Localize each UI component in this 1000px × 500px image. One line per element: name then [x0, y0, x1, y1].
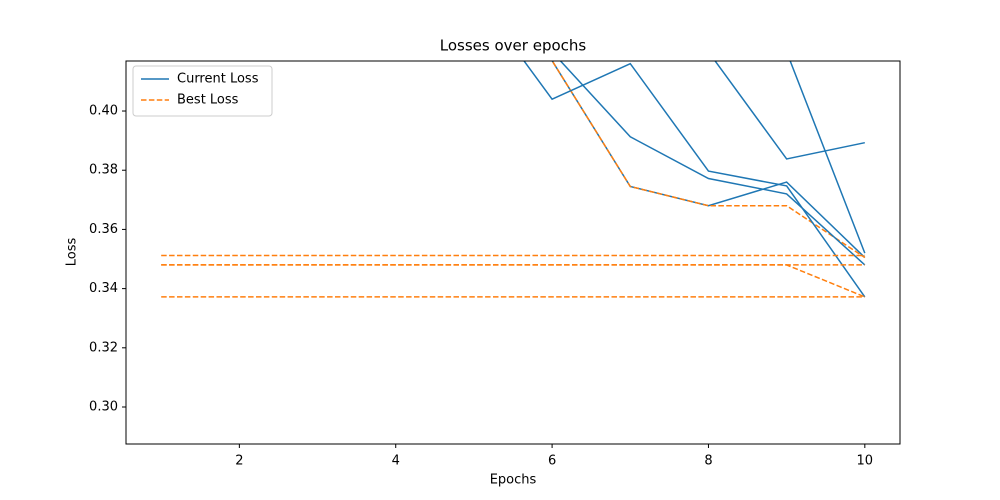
y-tick-label: 0.34: [89, 281, 118, 296]
y-tick-label: 0.30: [89, 400, 118, 415]
x-axis-label: Epochs: [490, 473, 537, 488]
x-tick-label: 8: [704, 454, 712, 469]
y-tick-label: 0.38: [89, 163, 118, 178]
current-loss-line: [714, 61, 865, 160]
y-tick-label: 0.32: [89, 340, 118, 355]
legend-label: Best Loss: [177, 93, 239, 108]
x-tick-label: 4: [392, 454, 400, 469]
y-axis-label: Loss: [65, 238, 80, 267]
current-loss-line: [551, 61, 866, 259]
y-tick-label: 0.36: [89, 222, 118, 237]
x-tick-label: 10: [857, 454, 874, 469]
current-loss-line: [523, 61, 866, 298]
current-loss-line: [559, 61, 866, 266]
plot-lines: [161, 61, 866, 298]
y-tick-label: 0.40: [89, 104, 118, 119]
x-tick-label: 2: [235, 454, 243, 469]
plot-frame: [125, 60, 901, 445]
x-tick-label: 6: [548, 454, 556, 469]
best-loss-line: [551, 61, 866, 259]
chart-title: Losses over epochs: [440, 37, 587, 55]
legend-label: Current Loss: [177, 72, 259, 87]
